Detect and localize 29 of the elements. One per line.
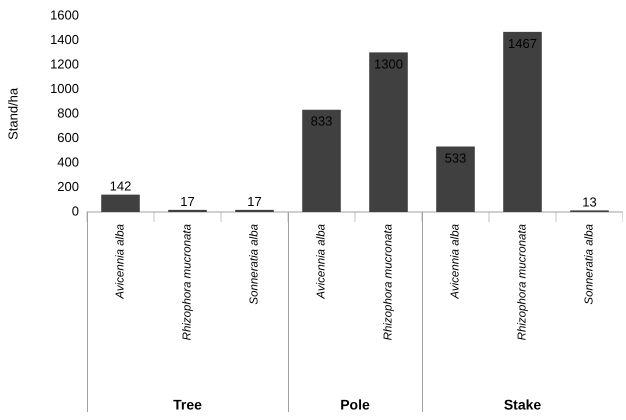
y-tick-label: 400	[57, 154, 79, 170]
y-tick-label: 1400	[50, 32, 79, 47]
data-label: 833	[310, 114, 332, 129]
data-label: 142	[110, 178, 132, 194]
y-tick-label: 1600	[50, 7, 79, 22]
x-axis-title: Stake	[504, 396, 542, 412]
data-label: 1300	[374, 56, 403, 72]
y-tick-label: 600	[57, 130, 79, 146]
y-tick-label: 1200	[50, 56, 79, 72]
y-tick-label: 800	[57, 105, 79, 120]
x-tick-label: Avicennia alba	[450, 224, 462, 300]
data-label: 13	[582, 194, 597, 210]
data-label: 1467	[508, 36, 537, 51]
y-tick-label: 0	[72, 204, 79, 219]
x-tick-label: Sonneratia alba	[248, 224, 261, 305]
data-label: 533	[444, 150, 466, 166]
x-axis-title: Tree	[173, 396, 202, 412]
data-label: 17	[180, 194, 195, 209]
y-axis-title: Stand/ha	[5, 87, 20, 140]
x-tick-label: Avicennia alba	[316, 224, 328, 300]
x-axis-title: Pole	[340, 396, 370, 412]
x-tick-label: Rhizophora mucronata	[516, 224, 529, 340]
data-label: 17	[247, 194, 262, 209]
x-tick-label: Sonneratia alba	[584, 224, 596, 305]
x-tick-label: Rhizophora mucronata	[182, 224, 194, 340]
y-tick-label: 200	[57, 179, 79, 194]
x-tick-label: Rhizophora mucronata	[382, 224, 395, 340]
x-tick-label: Avicennia alba	[114, 224, 127, 300]
y-tick-label: 1000	[50, 80, 79, 96]
